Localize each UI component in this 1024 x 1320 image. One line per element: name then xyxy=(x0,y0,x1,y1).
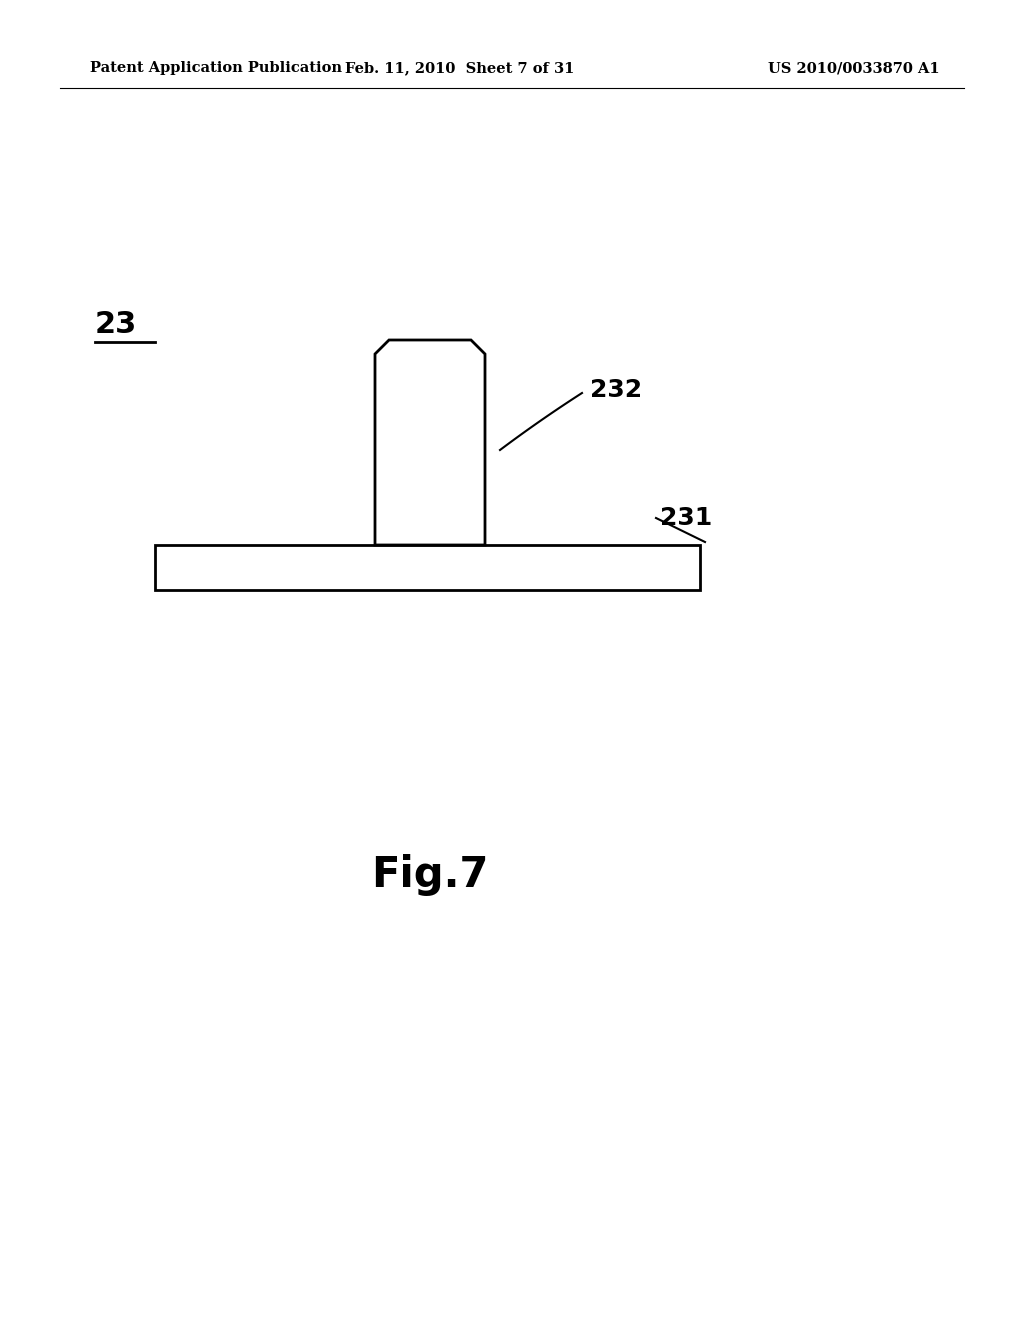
Text: 231: 231 xyxy=(660,506,713,531)
Text: Patent Application Publication: Patent Application Publication xyxy=(90,61,342,75)
Text: US 2010/0033870 A1: US 2010/0033870 A1 xyxy=(768,61,940,75)
Polygon shape xyxy=(375,341,485,545)
Text: Fig.7: Fig.7 xyxy=(372,854,488,896)
Text: Feb. 11, 2010  Sheet 7 of 31: Feb. 11, 2010 Sheet 7 of 31 xyxy=(345,61,574,75)
Bar xyxy=(155,545,700,590)
Text: 232: 232 xyxy=(590,378,642,403)
Text: 23: 23 xyxy=(95,310,137,339)
